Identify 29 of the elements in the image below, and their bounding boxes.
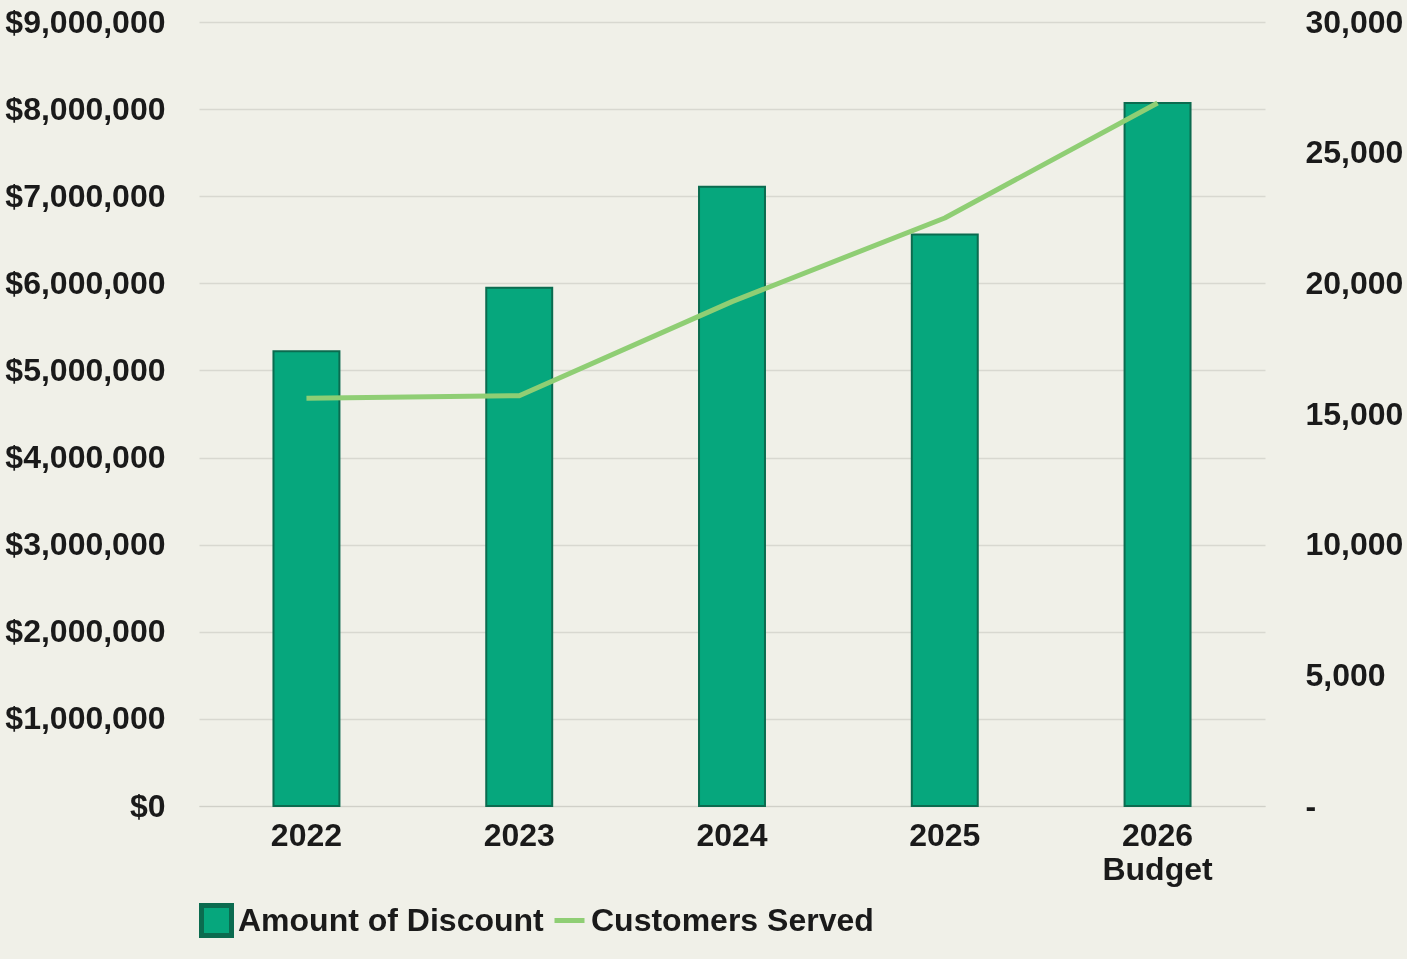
y2-tick-label: 30,000 [1305, 3, 1404, 40]
y-tick-label: $0 [129, 787, 166, 824]
y2-tick-label: 25,000 [1305, 134, 1404, 171]
x-tick-label: 2023 [483, 816, 555, 853]
y2-tick-label: 5,000 [1305, 656, 1386, 693]
x-tick-label: 2026 Budget [1102, 816, 1213, 887]
y-tick-label: $4,000,000 [5, 439, 166, 476]
y-tick-label: $7,000,000 [5, 177, 166, 214]
bar [485, 286, 554, 807]
y2-tick-label: 15,000 [1305, 395, 1404, 432]
legend-label: Amount of Discount [238, 901, 545, 938]
y-tick-label: $9,000,000 [5, 3, 166, 40]
y2-tick-label: 10,000 [1305, 526, 1404, 563]
y-tick-label: $3,000,000 [5, 526, 166, 563]
y2-tick-label: - [1305, 787, 1317, 824]
y-tick-label: $2,000,000 [5, 613, 166, 650]
y2-tick-label: 20,000 [1305, 264, 1404, 301]
x-tick-label: 2024 [696, 816, 768, 853]
bar [698, 185, 766, 807]
bar [272, 350, 341, 807]
x-tick-label: 2025 [909, 816, 981, 853]
y-tick-label: $6,000,000 [5, 264, 166, 301]
bar [910, 233, 979, 807]
bar [1123, 102, 1192, 807]
x-tick-label: 2022 [270, 816, 343, 853]
legend-label: Customers Served [591, 901, 874, 938]
y-tick-label: $1,000,000 [5, 700, 166, 737]
y-tick-label: $8,000,000 [5, 90, 166, 127]
y-tick-label: $5,000,000 [5, 351, 166, 388]
